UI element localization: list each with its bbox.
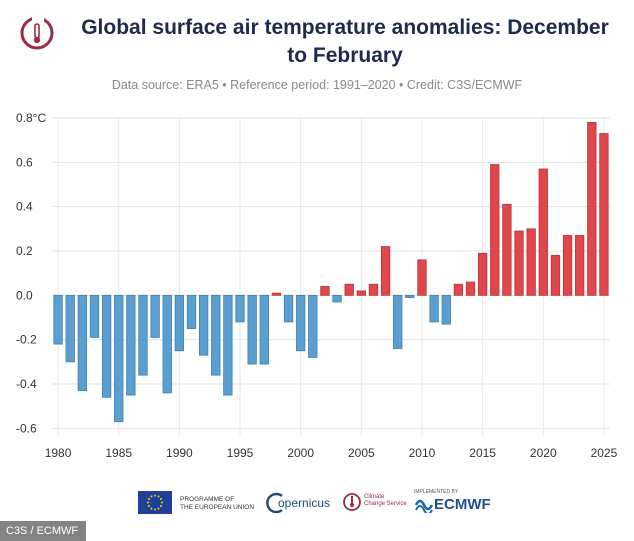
bar-1996 — [247, 294, 257, 365]
bar-2011 — [429, 294, 439, 323]
c3s-label-line1: Climate — [364, 494, 385, 500]
chart-subtitle: Data source: ERA5 • Reference period: 19… — [111, 78, 523, 92]
eu-label-line2: THE EUROPEAN UNION — [180, 504, 255, 511]
bar-1988 — [150, 294, 160, 338]
x-tick-label: 2020 — [530, 446, 557, 460]
bar-2013 — [453, 283, 464, 296]
bar-2018 — [514, 230, 524, 296]
bar-1987 — [138, 294, 148, 376]
bar-2008 — [393, 294, 403, 349]
bar-2005 — [356, 290, 366, 296]
ecmwf-icon — [414, 499, 434, 513]
bar-2006 — [368, 283, 379, 296]
bar-2021 — [550, 255, 561, 296]
bar-1992 — [198, 294, 209, 356]
bar-2017 — [502, 204, 512, 296]
bar-2002 — [320, 286, 330, 296]
bar-1984 — [101, 294, 112, 398]
y-tick-label: -0.4 — [16, 377, 37, 391]
c3s-footer-label: Climate Change Service — [364, 494, 407, 508]
bar-2004 — [344, 283, 354, 296]
y-tick-label: 0.4 — [16, 200, 33, 214]
y-tick-label: 0.0 — [16, 288, 33, 302]
bar-1983 — [89, 294, 100, 338]
y-tick-label: 0.8°C — [16, 111, 46, 125]
bar-1989 — [162, 294, 172, 394]
x-tick-label: 1995 — [227, 446, 254, 460]
bar-2012 — [441, 294, 451, 325]
bar-1985 — [114, 294, 124, 423]
x-tick-label: 2025 — [591, 446, 618, 460]
eu-label-line1: PROGRAMME OF — [180, 496, 235, 503]
x-tick-label: 1980 — [45, 446, 72, 460]
bar-1994 — [223, 294, 233, 396]
x-tick-label: 1990 — [166, 446, 193, 460]
c3s-logo — [20, 16, 54, 50]
x-tick-label: 2010 — [409, 446, 436, 460]
footer-logos: PROGRAMME OF THE EUROPEAN UNION opernicu… — [0, 484, 634, 524]
y-tick-label: -0.6 — [16, 421, 37, 435]
bar-2024 — [587, 122, 597, 296]
bar-1982 — [77, 294, 87, 392]
bar-1981 — [65, 294, 75, 363]
c3s-footer-icon — [343, 493, 361, 511]
bar-2009 — [405, 294, 415, 298]
x-tick-label: 1985 — [105, 446, 132, 460]
credit-watermark: C3S / ECMWF — [0, 521, 87, 541]
bar-1998 — [271, 292, 282, 296]
eu-programme-label: PROGRAMME OF THE EUROPEAN UNION — [180, 496, 254, 512]
y-tick-label: 0.6 — [16, 155, 33, 169]
bar-2000 — [296, 294, 306, 352]
bar-2010 — [417, 259, 427, 296]
implemented-by-label: IMPLEMENTED BY — [414, 489, 459, 495]
copernicus-label: opernicus — [278, 496, 331, 510]
ecmwf-label: ECMWF — [434, 496, 491, 513]
x-tick-label: 2000 — [287, 446, 314, 460]
x-tick-label: 2015 — [469, 446, 496, 460]
y-tick-label: 0.2 — [16, 244, 33, 258]
x-tick-label: 2005 — [348, 446, 375, 460]
bar-2003 — [332, 294, 342, 303]
bar-2015 — [477, 252, 488, 296]
bar-1990 — [174, 294, 185, 352]
bar-1997 — [259, 294, 269, 365]
bar-2025 — [599, 133, 609, 296]
chart-title: Global surface air temperature anomalies… — [81, 16, 609, 67]
y-tick-label: -0.2 — [16, 333, 37, 347]
bar-1995 — [235, 294, 245, 323]
bar-2022 — [562, 235, 573, 296]
bar-2014 — [465, 281, 476, 296]
bar-chart: 0.8°C 0.6 0.4 0.2 0.0 -0.2 -0.4 -0.6 1980 1985 199… — [16, 111, 618, 460]
bar-2019 — [526, 228, 536, 296]
bar-1991 — [186, 294, 197, 329]
copernicus-logo — [266, 492, 283, 514]
c3s-label-line2: Change Service — [364, 501, 407, 507]
bar-2020 — [538, 168, 548, 296]
bar-1980 — [53, 294, 63, 345]
bar-1986 — [126, 294, 136, 396]
bar-2007 — [380, 246, 391, 296]
bar-1993 — [211, 294, 221, 376]
bar-2023 — [575, 235, 585, 296]
bar-2016 — [490, 164, 500, 296]
bar-1999 — [283, 294, 294, 323]
bar-2001 — [308, 294, 318, 358]
eu-flag-icon — [138, 491, 172, 514]
